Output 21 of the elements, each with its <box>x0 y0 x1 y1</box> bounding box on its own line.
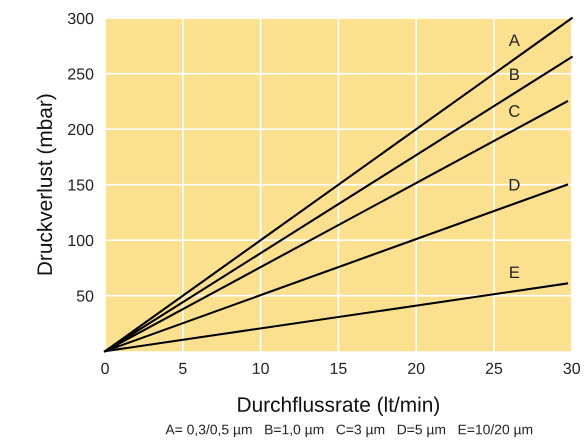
y-tick-label: 200 <box>68 124 94 136</box>
x-axis-title: Durchflussrate (lt/min) <box>238 396 439 416</box>
y-axis-title: Druckverlust (mbar) <box>36 94 56 274</box>
y-tick-label: 300 <box>68 12 94 24</box>
x-tick-label: 20 <box>408 362 424 374</box>
series-label: B <box>510 68 520 80</box>
series-label: C <box>509 105 520 117</box>
y-tick-label: 50 <box>76 290 94 302</box>
x-tick-label: 10 <box>252 362 269 374</box>
y-tick-label: 100 <box>68 234 94 246</box>
x-tick-label: 15 <box>330 362 347 374</box>
series-label: A <box>508 34 520 46</box>
x-tick-label: 25 <box>486 362 502 374</box>
series-label: E <box>510 266 520 278</box>
y-tick-label: 250 <box>68 68 94 80</box>
y-tick-label: 150 <box>68 179 94 191</box>
x-tick-label: 30 <box>563 362 580 374</box>
x-tick-label: 0 <box>101 362 109 374</box>
x-tick-label: 5 <box>179 362 187 374</box>
series-label: D <box>510 179 520 191</box>
text: A= 0,3/0,5 µm B=1,0 µm C=3 µm D=5 µm E=10/20 µm <box>165 424 532 438</box>
